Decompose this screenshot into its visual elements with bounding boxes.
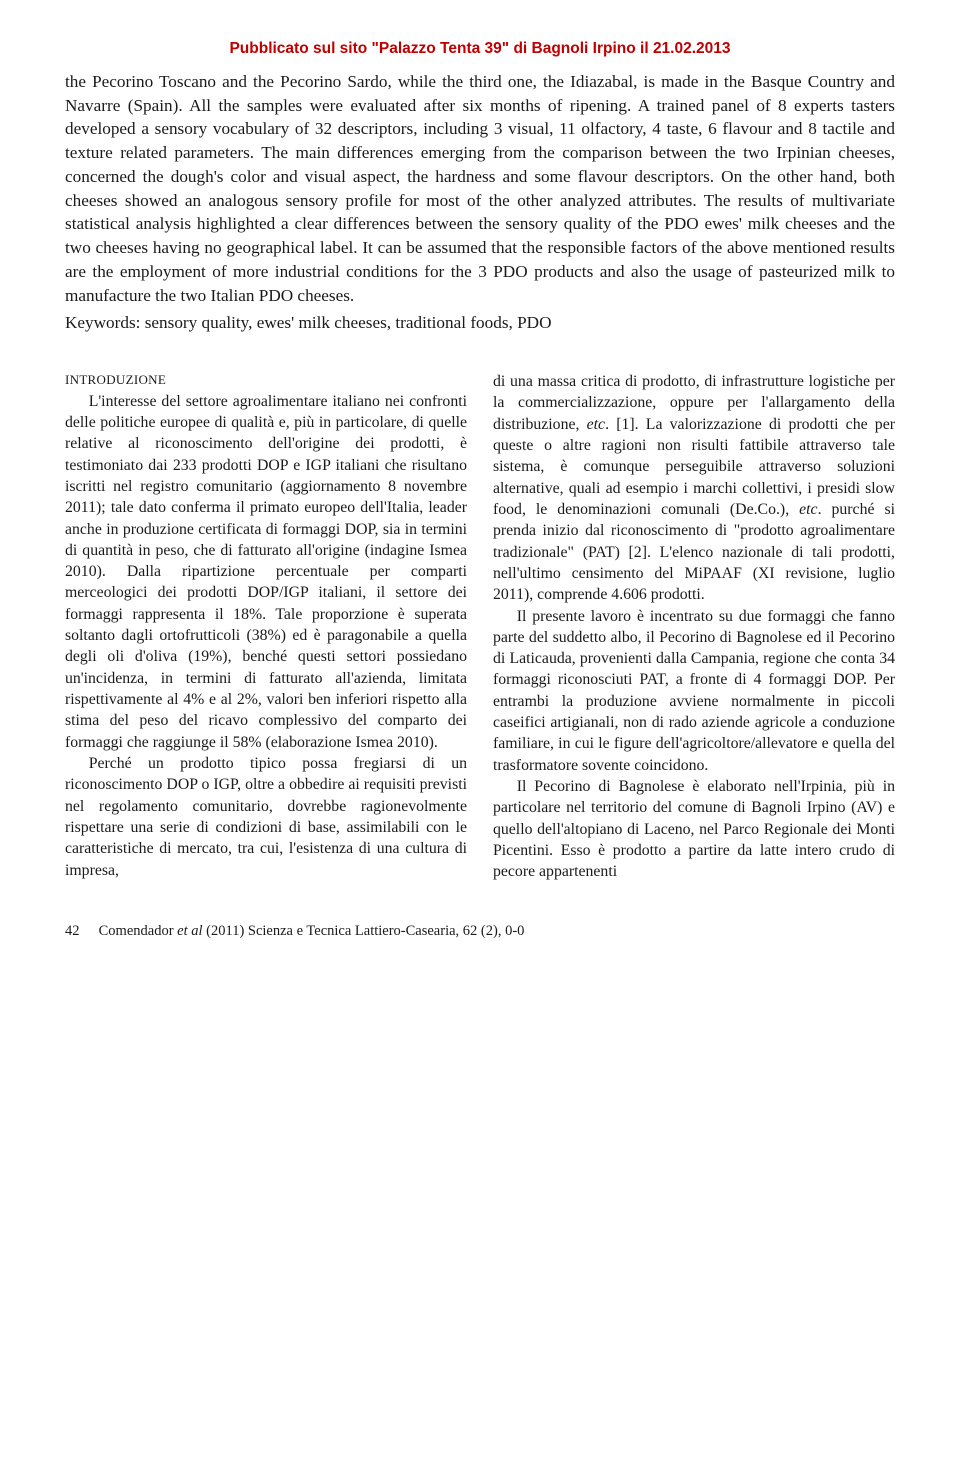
body-columns: INTRODUZIONE L'interesse del settore agr… [65, 371, 895, 883]
right-paragraph-1: di una massa critica di prodotto, di inf… [493, 371, 895, 605]
page-number: 42 [65, 923, 95, 940]
footer-etal: et al [177, 923, 206, 939]
page-footer: 42 Comendador et al (2011) Scienza e Tec… [65, 923, 895, 940]
footer-author: Comendador [99, 923, 178, 939]
publication-note: Pubblicato sul sito "Palazzo Tenta 39" d… [65, 40, 895, 58]
keywords-line: Keywords: sensory quality, ewes' milk ch… [65, 311, 895, 335]
footer-citation: (2011) Scienza e Tecnica Lattiero-Casear… [206, 923, 524, 939]
section-heading: INTRODUZIONE [65, 371, 467, 389]
right-paragraph-2: Il presente lavoro è incentrato su due f… [493, 606, 895, 777]
left-paragraph-2: Perché un prodotto tipico possa fregiars… [65, 753, 467, 881]
right-column: di una massa critica di prodotto, di inf… [493, 371, 895, 883]
rp1-italic2: etc [799, 501, 817, 518]
left-column: INTRODUZIONE L'interesse del settore agr… [65, 371, 467, 883]
left-paragraph-1: L'interesse del settore agroalimentare i… [65, 391, 467, 753]
abstract-text: the Pecorino Toscano and the Pecorino Sa… [65, 70, 895, 307]
rp1-italic1: etc [587, 416, 605, 433]
right-paragraph-3: Il Pecorino di Bagnolese è elaborato nel… [493, 776, 895, 883]
